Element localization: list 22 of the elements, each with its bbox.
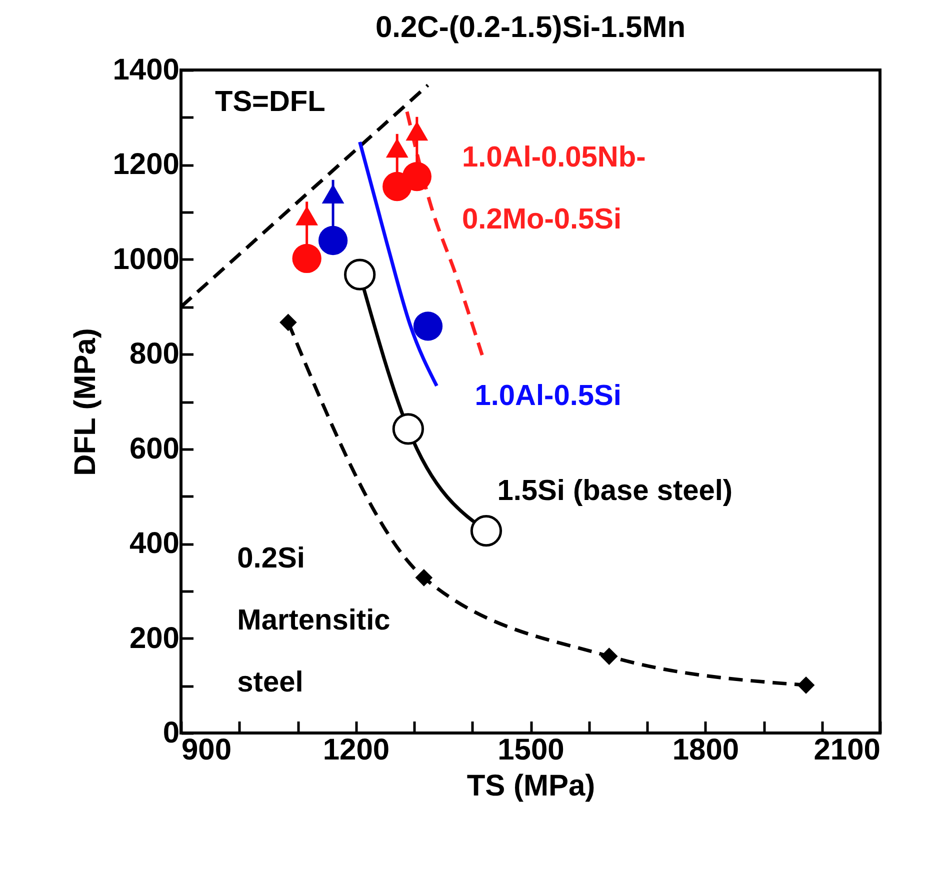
series-label: 0.2Si Martensitic steel — [237, 542, 390, 698]
y-tick-label: 1200 — [112, 148, 180, 182]
x-tick-label: 1200 — [322, 734, 390, 766]
x-axis-title: TS (MPa) — [466, 770, 596, 802]
chart-title: 0.2C-(0.2-1.5)Si-1.5Mn — [375, 11, 686, 44]
x-tick-label: 900 — [182, 734, 232, 766]
x-tick-label: 1500 — [498, 734, 564, 766]
series-label: 1.0Al-0.05Nb- 0.2Mo-0.5Si — [462, 142, 646, 236]
y-tick-label: 600 — [129, 432, 180, 466]
y-tick-label: 200 — [129, 622, 180, 655]
y-tick-label: 1400 — [112, 54, 180, 86]
x-tick-label: 2100 — [814, 734, 880, 766]
y-tick-label: 800 — [129, 338, 180, 371]
y-tick-label: 0 — [162, 716, 180, 750]
line-series — [358, 140, 438, 388]
x-tick-label: 1800 — [672, 734, 740, 766]
series-label: TS=DFL — [214, 86, 326, 118]
series-label: 1.0Al-0.5Si — [474, 380, 622, 412]
series-label: 1.5Si (base steel) — [497, 474, 733, 507]
y-axis-title: DFL (MPa) — [68, 328, 102, 476]
y-tick-label: 1000 — [112, 242, 180, 276]
y-tick-label: 400 — [129, 527, 180, 560]
